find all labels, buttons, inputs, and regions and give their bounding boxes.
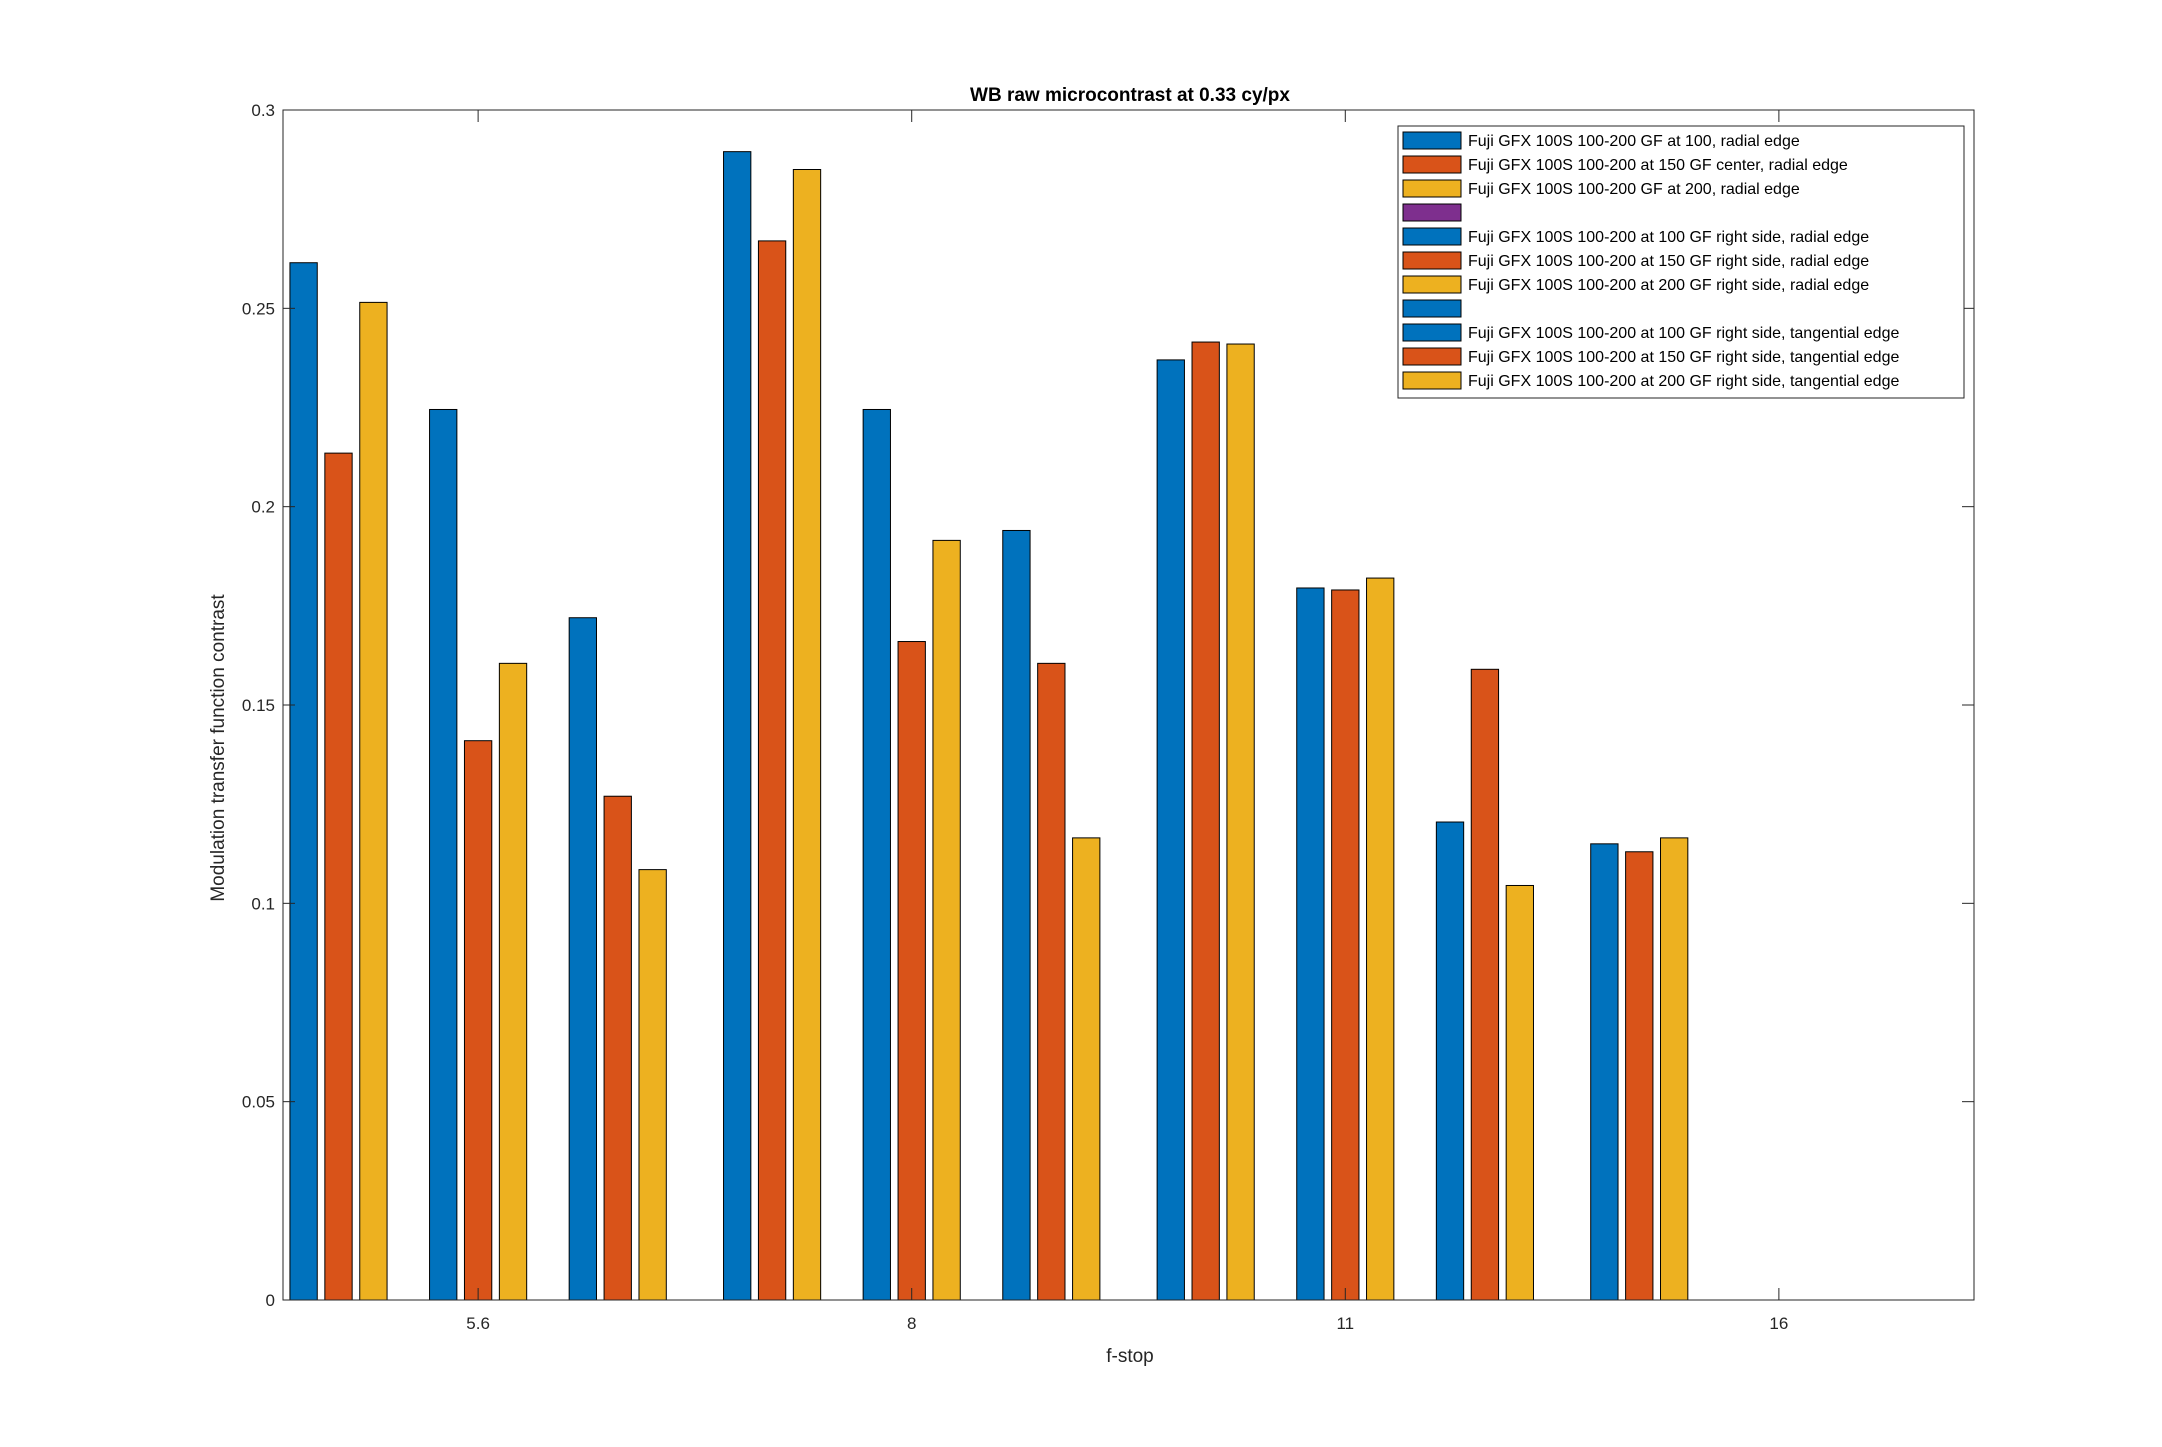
y-tick-label: 0.05	[242, 1093, 275, 1112]
legend-swatch-1	[1402, 131, 1462, 150]
y-tick-label: 0.3	[251, 101, 275, 120]
legend-label-9: Fuji GFX 100S 100-200 at 100 GF right si…	[1468, 325, 1899, 342]
legend-label-11: Fuji GFX 100S 100-200 at 200 GF right si…	[1468, 373, 1899, 390]
x-axis-label: f-stop	[1106, 1346, 1154, 1367]
bar-group1-series3	[359, 301, 388, 1301]
legend-swatch-3	[1402, 179, 1462, 198]
bar-group4-series1	[1590, 843, 1619, 1301]
legend-swatch-7	[1402, 275, 1462, 294]
legend-swatch-4	[1402, 203, 1462, 222]
bar-group2-series11	[1072, 837, 1101, 1301]
bar-group4-series2	[1625, 851, 1654, 1301]
legend-swatch-6	[1402, 251, 1462, 270]
bar-group3-series7	[1366, 577, 1395, 1301]
legend-swatch-9	[1402, 323, 1462, 342]
legend-swatch-11	[1402, 371, 1462, 390]
legend-label-3: Fuji GFX 100S 100-200 GF at 200, radial …	[1468, 181, 1800, 198]
bar-group2-series10	[1037, 662, 1066, 1301]
y-tick-label: 0	[266, 1291, 275, 1310]
bar-group1-series10	[603, 795, 632, 1301]
bar-group3-series11	[1505, 884, 1534, 1301]
bar-group2-series2	[757, 240, 787, 1301]
axes-layer: 0 0.05 0.1 0.15 0.2 0.25 0.3 5.6 8 11 16	[242, 101, 1975, 1333]
bar-group3-series6	[1331, 589, 1360, 1301]
legend-label-10: Fuji GFX 100S 100-200 at 150 GF right si…	[1468, 349, 1899, 366]
bar-group1-series1	[289, 262, 318, 1301]
bar-group2-series3	[792, 169, 822, 1301]
y-axis-label: Modulation transfer function contrast	[208, 594, 229, 902]
bar-group3-series5	[1296, 587, 1325, 1301]
bar-group2-series6	[897, 641, 926, 1301]
bar-group3-series3	[1226, 343, 1255, 1301]
bar-group2-series9	[1002, 529, 1031, 1301]
x-tick-label: 16	[1769, 1314, 1788, 1333]
legend-swatch-2	[1402, 155, 1462, 174]
legend-label-7: Fuji GFX 100S 100-200 at 200 GF right si…	[1468, 277, 1869, 294]
y-tick-label: 0.1	[251, 894, 275, 913]
x-tick-label: 5.6	[466, 1314, 490, 1333]
legend-label-6: Fuji GFX 100S 100-200 at 150 GF right si…	[1468, 253, 1869, 270]
chart-title: WB raw microcontrast at 0.33 cy/px	[970, 85, 1290, 106]
bar-group4-series3	[1660, 837, 1689, 1301]
legend-label-2: Fuji GFX 100S 100-200 at 150 GF center, …	[1468, 157, 1848, 174]
y-tick-label: 0.15	[242, 696, 275, 715]
legend-label-1: Fuji GFX 100S 100-200 GF at 100, radial …	[1468, 133, 1800, 150]
legend-box	[1397, 125, 1965, 399]
bar-group1-series6	[463, 740, 493, 1301]
x-tick-label: 8	[907, 1314, 916, 1333]
bars-layer	[289, 151, 1689, 1301]
legend-swatch-5	[1402, 227, 1462, 246]
bar-group2-series1	[723, 151, 752, 1301]
bar-group1-series7	[498, 662, 528, 1301]
legend-swatch-8	[1402, 299, 1462, 318]
y-tick-label: 0.2	[251, 498, 275, 517]
bar-group2-series7	[932, 539, 961, 1301]
bar-group1-series11	[638, 869, 667, 1301]
bar-group3-series1	[1156, 359, 1185, 1301]
x-tick-label: 11	[1336, 1314, 1354, 1333]
legend-swatch-10	[1402, 347, 1462, 366]
bar-group1-series9	[568, 617, 597, 1301]
bar-group3-series2	[1191, 341, 1220, 1301]
y-tick-label: 0.25	[242, 299, 275, 318]
bar-group1-series2	[324, 452, 353, 1301]
bar-group1-series5	[429, 408, 458, 1301]
bar-group3-series10	[1470, 668, 1500, 1301]
legend-label-5: Fuji GFX 100S 100-200 at 100 GF right si…	[1468, 229, 1869, 246]
bar-group2-series5	[862, 408, 891, 1301]
bar-group3-series9	[1435, 821, 1465, 1301]
legend: Fuji GFX 100S 100-200 GF at 100, radial …	[1397, 125, 1965, 399]
